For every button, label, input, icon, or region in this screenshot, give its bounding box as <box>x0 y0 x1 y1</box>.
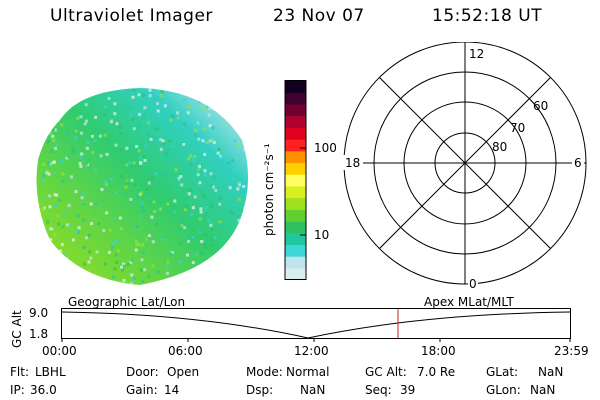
mlt-label-0: 0 <box>469 277 477 291</box>
info-ip-label: IP: <box>10 383 25 397</box>
mlt-label-12: 12 <box>469 47 484 61</box>
info-mode-label: Mode: <box>246 365 283 379</box>
timeline-axis-label: GC Alt <box>10 310 24 348</box>
x-tick-0000: 00:00 <box>42 344 77 358</box>
polar-plot: 12 18 6 0 60 70 80 <box>343 42 587 291</box>
mlt-label-18: 18 <box>345 156 360 170</box>
colorbar-segment <box>285 92 306 105</box>
lat-label-60: 60 <box>533 99 548 113</box>
info-seq-value: 39 <box>400 383 416 397</box>
info-seq-label: Seq: <box>365 383 392 397</box>
color-scale-bar <box>284 80 307 280</box>
colorbar-tick-100: 100 <box>314 141 337 155</box>
info-gcalt-value: 7.0 Re <box>417 365 456 379</box>
altitude-curve <box>61 311 571 339</box>
info-glon-value: NaN <box>530 383 556 397</box>
info-door-value: Open <box>167 365 200 379</box>
info-door-label: Door: <box>126 365 159 379</box>
colorbar-segment <box>285 256 306 269</box>
colorbar-segment <box>285 150 306 164</box>
info-dsp-label: Dsp: <box>246 383 274 397</box>
app-title: Ultraviolet Imager <box>50 6 213 26</box>
colorbar-segment <box>285 174 306 187</box>
colorbar-segment <box>285 185 306 199</box>
colorbar-unit-label: photon cm⁻²s⁻¹ <box>262 143 276 236</box>
info-glat-label: GLat: <box>486 365 519 379</box>
mlt-label-6: 6 <box>574 156 582 170</box>
colorbar-segment <box>285 139 306 152</box>
colorbar-segment <box>285 267 306 280</box>
timeline-right-label: Apex MLat/MLT <box>424 295 514 309</box>
info-flt-label: Flt: <box>10 365 29 379</box>
info-glat-value: NaN <box>538 365 564 379</box>
colorbar-segment <box>285 220 306 234</box>
info-glon-label: GLon: <box>486 383 521 397</box>
info-ip-value: 36.0 <box>30 383 57 397</box>
x-tick-1800: 18:00 <box>421 344 456 358</box>
image-time: 15:52:18 UT <box>432 6 543 26</box>
lat-label-70: 70 <box>510 121 525 135</box>
x-tick-0600: 06:00 <box>168 344 203 358</box>
info-dsp-value: NaN <box>300 383 326 397</box>
timeline-left-label: Geographic Lat/Lon <box>68 295 186 309</box>
colorbar-segment <box>285 162 306 175</box>
lat-label-80: 80 <box>492 140 507 154</box>
info-mode-value: Normal <box>286 365 330 379</box>
image-date: 23 Nov 07 <box>273 6 365 26</box>
colorbar-segment <box>285 197 306 210</box>
colorbar-tick-10: 10 <box>314 228 330 242</box>
x-tick-2359: 23:59 <box>554 344 589 358</box>
colorbar-segment <box>285 80 306 93</box>
colorbar-segment <box>285 209 306 222</box>
colorbar-segment <box>285 115 306 128</box>
info-gain-label: Gain: <box>126 383 158 397</box>
y-tick-9: 9.0 <box>29 306 49 320</box>
colorbar-segment <box>285 127 306 140</box>
colorbar-segment <box>285 232 306 245</box>
info-flt-value: LBHL <box>35 365 66 379</box>
auroral-image <box>36 88 249 285</box>
y-tick-1-8: 1.8 <box>29 327 49 341</box>
altitude-timeline <box>61 308 571 342</box>
colorbar-segment <box>285 103 306 117</box>
colorbar-segment <box>285 244 306 257</box>
info-gcalt-label: GC Alt: <box>365 365 407 379</box>
x-tick-1200: 12:00 <box>294 344 329 358</box>
info-gain-value: 14 <box>164 383 180 397</box>
